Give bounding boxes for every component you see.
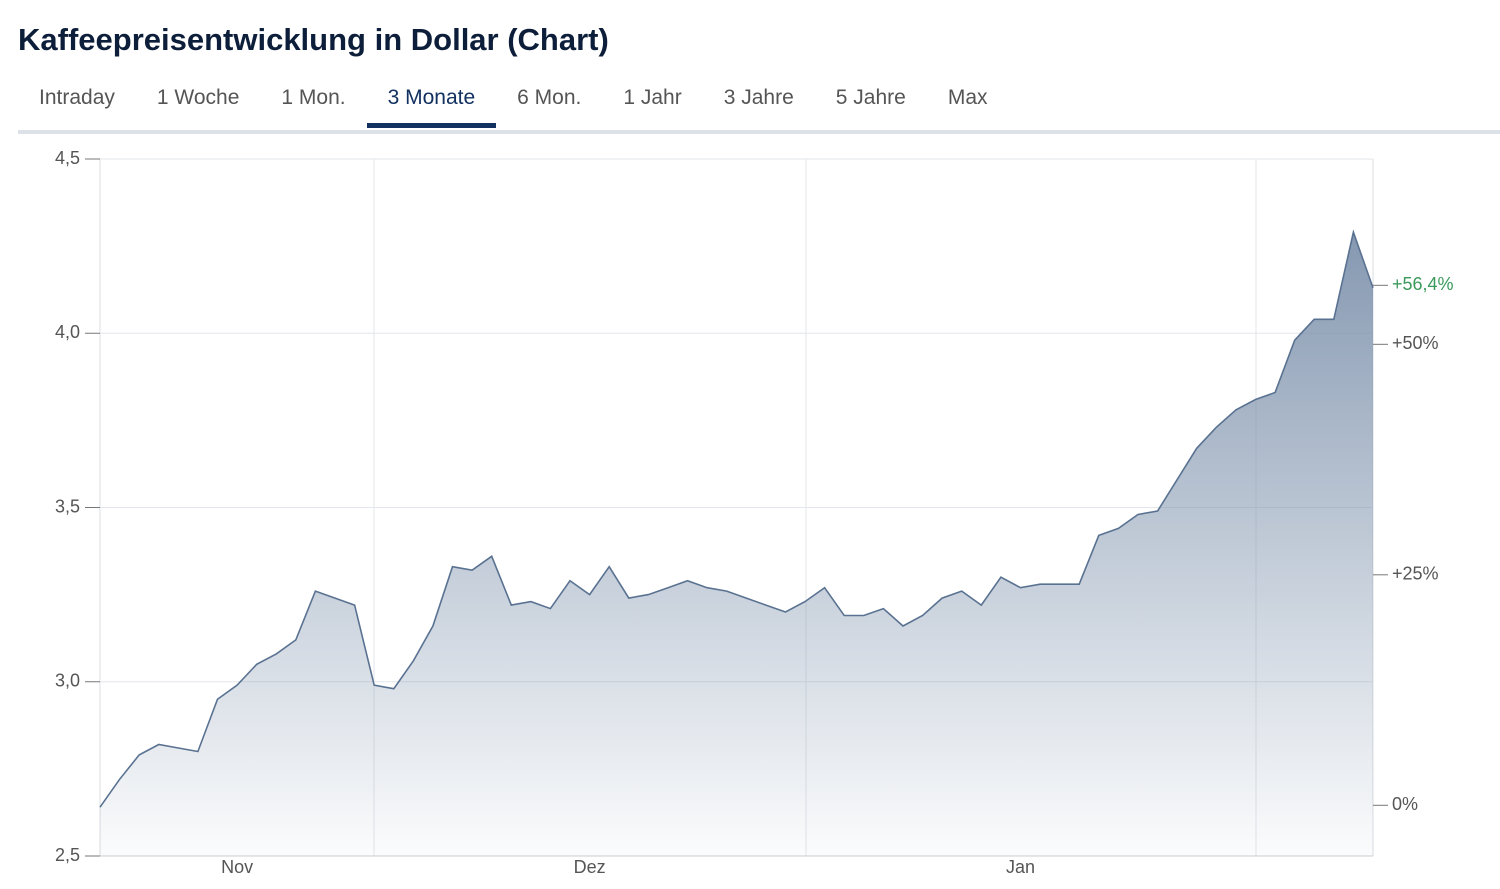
x-tick-label: Dez — [574, 857, 606, 877]
tab[interactable]: 6 Mon. — [517, 86, 582, 109]
x-tick-label: Nov — [221, 857, 253, 877]
tab-bar: Intraday 1 Woche 1 Mon. 3 Monate 6 Mon. 1 Jah… — [18, 80, 1500, 134]
tab[interactable]: 3 Monate — [366, 80, 497, 128]
area — [100, 232, 1373, 856]
tab[interactable]: Intraday — [39, 86, 115, 109]
y-tick-label: 3,5 — [55, 496, 80, 516]
tab[interactable]: 1 Jahr — [623, 86, 682, 109]
y2-tick-label: 0% — [1392, 794, 1418, 814]
y-tick-label: 3,0 — [55, 671, 80, 691]
tab[interactable]: Max — [947, 86, 988, 109]
y-tick-label: 4,0 — [55, 322, 80, 342]
last-change-label: +56,4% — [1392, 274, 1454, 294]
y-tick-label: 4,5 — [55, 148, 80, 168]
chart-title: Kaffeepreisentwicklung in Dollar (Chart) — [18, 22, 609, 57]
tab[interactable]: 3 Jahre — [723, 86, 794, 109]
tab[interactable]: 1 Woche — [156, 86, 240, 109]
x-tick-label: Jan — [1006, 857, 1035, 877]
y-tick-label: 2,5 — [55, 845, 80, 865]
line — [99, 229, 1374, 808]
y2-tick-label: +50% — [1392, 333, 1439, 353]
tab[interactable]: 1 Mon. — [281, 86, 346, 109]
y2-tick-label: +25% — [1392, 564, 1439, 584]
tab[interactable]: 5 Jahre — [835, 86, 906, 109]
